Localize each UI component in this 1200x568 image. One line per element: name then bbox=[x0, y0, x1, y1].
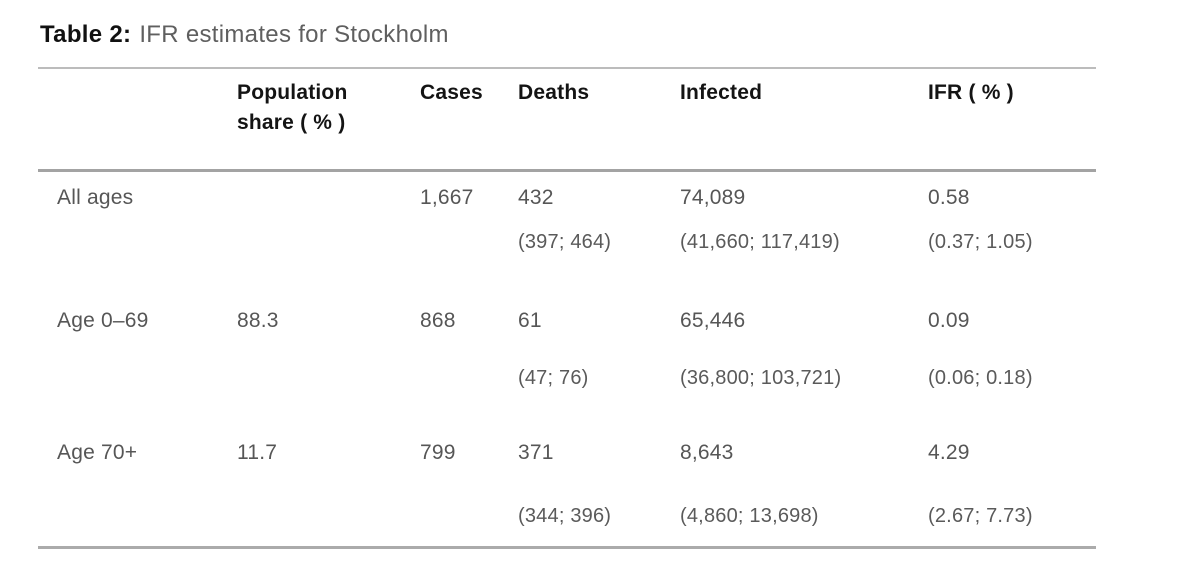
cell-pop-share bbox=[237, 185, 420, 211]
header-population-share-line2: share ( % ) bbox=[237, 111, 346, 134]
header-ifr: IFR ( % ) bbox=[928, 81, 1014, 104]
table-caption-text: IFR estimates for Stockholm bbox=[139, 21, 449, 48]
cell-infected-ci: (41,660; 117,419) bbox=[680, 231, 840, 253]
cell-deaths-ci: (47; 76) bbox=[518, 367, 589, 389]
cell-label: All ages bbox=[57, 186, 134, 209]
cell-infected: 8,643 bbox=[680, 441, 734, 464]
table-caption-number: Table 2: bbox=[40, 21, 132, 48]
cell-deaths-ci: (397; 464) bbox=[518, 231, 612, 253]
cell-ifr: 0.09 bbox=[928, 309, 970, 332]
cell-deaths-ci: (344; 396) bbox=[518, 505, 612, 527]
table-header-row: Population share ( % ) Cases Deaths Infe… bbox=[38, 78, 1096, 138]
cell-pop-share: 11.7 bbox=[237, 441, 278, 464]
rule-bottom bbox=[38, 546, 1096, 549]
cell-infected-ci: (4,860; 13,698) bbox=[680, 505, 819, 527]
cell-cases: 868 bbox=[420, 309, 456, 332]
table-row-age-0-69-ci: (47; 76) (36,800; 103,721) (0.06; 0.18) bbox=[38, 365, 1096, 391]
cell-infected: 74,089 bbox=[680, 186, 746, 209]
header-deaths: Deaths bbox=[518, 81, 590, 104]
header-population-share-line1: Population bbox=[237, 81, 348, 104]
rule-header-separator bbox=[38, 169, 1096, 172]
table-row-age-0-69: Age 0–69 88.3 868 61 65,446 0.09 bbox=[38, 308, 1096, 334]
header-infected: Infected bbox=[680, 81, 763, 104]
cell-infected-ci: (36,800; 103,721) bbox=[680, 367, 842, 389]
header-cases: Cases bbox=[420, 81, 483, 104]
cell-label: Age 70+ bbox=[57, 441, 138, 464]
header-population-share: Population share ( % ) bbox=[237, 78, 420, 138]
cell-deaths: 432 bbox=[518, 186, 554, 209]
rule-top bbox=[38, 67, 1096, 69]
cell-ifr: 0.58 bbox=[928, 186, 970, 209]
table-row-all-ages: All ages 1,667 432 74,089 0.58 bbox=[38, 185, 1096, 211]
cell-deaths: 371 bbox=[518, 441, 554, 464]
cell-infected: 65,446 bbox=[680, 309, 746, 332]
cell-ifr-ci: (2.67; 7.73) bbox=[928, 505, 1033, 527]
cell-cases: 1,667 bbox=[420, 186, 474, 209]
cell-ifr-ci: (0.37; 1.05) bbox=[928, 231, 1033, 253]
cell-ifr: 4.29 bbox=[928, 441, 970, 464]
cell-deaths: 61 bbox=[518, 309, 542, 332]
cell-pop-share: 88.3 bbox=[237, 309, 279, 332]
table-row-age-70-plus: Age 70+ 11.7 799 371 8,643 4.29 bbox=[38, 440, 1096, 466]
header-row-label bbox=[38, 78, 237, 138]
cell-label: Age 0–69 bbox=[57, 309, 149, 332]
cell-ifr-ci: (0.06; 0.18) bbox=[928, 367, 1033, 389]
table-caption: Table 2: IFR estimates for Stockholm bbox=[40, 20, 449, 50]
table-row-all-ages-ci: (397; 464) (41,660; 117,419) (0.37; 1.05… bbox=[38, 229, 1096, 255]
table-row-age-70-plus-ci: (344; 396) (4,860; 13,698) (2.67; 7.73) bbox=[38, 503, 1096, 529]
cell-cases: 799 bbox=[420, 441, 456, 464]
